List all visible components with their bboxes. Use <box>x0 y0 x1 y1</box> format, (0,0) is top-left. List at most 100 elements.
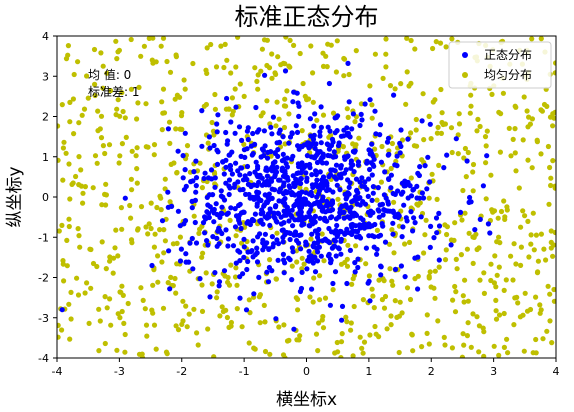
normal-point <box>193 189 199 195</box>
normal-point <box>177 223 183 229</box>
uniform-point <box>514 294 520 300</box>
uniform-point <box>269 75 275 81</box>
normal-point <box>269 186 275 192</box>
uniform-point <box>475 116 481 122</box>
uniform-point <box>92 92 98 99</box>
normal-point <box>484 153 490 159</box>
normal-point <box>267 222 273 228</box>
normal-point <box>277 127 283 133</box>
uniform-point <box>85 95 91 101</box>
uniform-point <box>319 231 325 237</box>
uniform-point <box>276 116 282 122</box>
uniform-point <box>297 333 303 339</box>
normal-point <box>370 190 376 196</box>
normal-point <box>348 222 354 228</box>
normal-point <box>259 175 265 181</box>
normal-point <box>290 99 296 105</box>
uniform-point <box>496 264 502 270</box>
normal-point <box>233 104 239 110</box>
normal-point <box>254 201 260 207</box>
uniform-point <box>98 113 105 119</box>
uniform-point <box>241 141 247 147</box>
uniform-point <box>396 313 402 319</box>
normal-point <box>287 257 293 263</box>
normal-point <box>286 183 292 189</box>
uniform-point <box>88 285 94 291</box>
uniform-point <box>233 64 239 70</box>
uniform-point <box>92 81 98 87</box>
normal-point <box>264 155 271 161</box>
normal-point <box>326 174 332 180</box>
normal-point <box>237 201 243 207</box>
uniform-point <box>284 338 291 344</box>
uniform-point <box>449 149 455 156</box>
normal-point <box>338 236 344 242</box>
uniform-point <box>459 354 465 358</box>
uniform-point <box>335 349 341 355</box>
normal-point <box>304 266 310 272</box>
normal-point <box>226 183 232 189</box>
uniform-point <box>511 322 517 328</box>
normal-point <box>216 283 222 289</box>
uniform-point <box>521 348 527 354</box>
uniform-point <box>428 284 434 290</box>
uniform-point <box>113 38 119 44</box>
normal-point <box>311 123 317 129</box>
uniform-point <box>98 50 104 56</box>
normal-point <box>303 239 309 245</box>
uniform-point <box>452 283 458 290</box>
normal-point <box>422 163 428 169</box>
legend-marker-normal <box>462 52 468 58</box>
uniform-point <box>158 195 164 201</box>
uniform-point <box>117 315 123 321</box>
uniform-point <box>84 73 90 79</box>
normal-point <box>281 220 287 226</box>
uniform-point <box>449 36 455 42</box>
normal-point <box>252 211 258 217</box>
normal-point <box>276 177 282 183</box>
uniform-point <box>335 196 341 202</box>
normal-point <box>286 209 292 215</box>
uniform-point <box>438 130 444 136</box>
uniform-point <box>294 337 300 343</box>
uniform-point <box>483 196 489 202</box>
uniform-point <box>163 349 170 355</box>
normal-point <box>316 238 322 244</box>
uniform-point <box>255 72 261 78</box>
uniform-point <box>224 57 230 63</box>
uniform-point <box>283 36 289 40</box>
normal-point <box>219 204 225 210</box>
normal-point <box>408 209 414 215</box>
uniform-point <box>229 95 235 101</box>
normal-point <box>237 172 243 178</box>
uniform-point <box>148 225 154 232</box>
uniform-point <box>146 221 152 227</box>
normal-point <box>240 186 246 193</box>
uniform-point <box>552 109 556 115</box>
uniform-point <box>252 65 258 71</box>
normal-point <box>190 178 196 184</box>
normal-point <box>317 169 323 175</box>
normal-point <box>369 141 375 147</box>
normal-point <box>336 140 342 146</box>
uniform-point <box>67 336 73 342</box>
uniform-point <box>345 242 351 248</box>
uniform-point <box>219 304 225 310</box>
uniform-point <box>476 349 482 355</box>
uniform-point <box>417 200 423 206</box>
uniform-point <box>57 322 61 328</box>
normal-point <box>324 198 330 205</box>
normal-point <box>245 258 251 265</box>
normal-point <box>392 266 399 272</box>
normal-point <box>209 176 215 182</box>
normal-point <box>202 170 208 176</box>
uniform-point <box>408 175 414 181</box>
uniform-point <box>79 112 85 118</box>
uniform-point <box>341 73 347 79</box>
uniform-point <box>551 298 556 304</box>
uniform-point <box>297 50 303 57</box>
uniform-point <box>239 324 245 330</box>
normal-point <box>364 186 370 192</box>
legend: 正态分布 均匀分布 <box>448 41 552 89</box>
uniform-point <box>526 114 532 120</box>
